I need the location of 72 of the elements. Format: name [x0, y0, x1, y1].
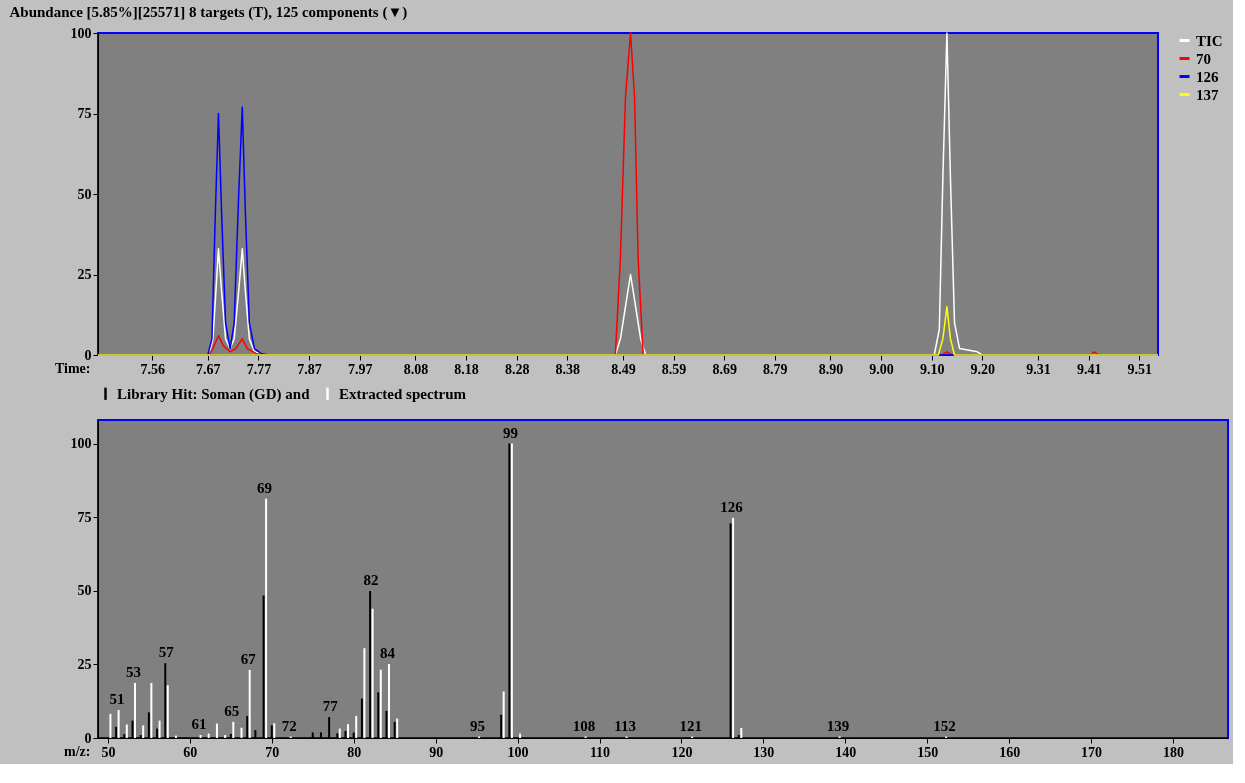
- x-tick-label: 8.38: [555, 361, 581, 377]
- annotation: 61: [191, 716, 207, 733]
- annotation: 57: [158, 644, 175, 661]
- x-tick-label: 9.20: [970, 361, 996, 377]
- x-tick-label: 7.77: [246, 361, 272, 377]
- annotation: 84: [379, 645, 396, 662]
- y-tick-label: 0: [84, 730, 92, 746]
- annotation: 51: [109, 691, 125, 708]
- x-tick-label: 8.08: [403, 361, 429, 377]
- x-tick-label: 140: [835, 744, 857, 760]
- x-tick-label: 120: [671, 744, 693, 760]
- annotation: 126: [720, 498, 744, 515]
- annotation: 72: [281, 717, 297, 734]
- x-tick-label: 9.10: [919, 361, 945, 377]
- x-tick-label: 170: [1081, 744, 1103, 760]
- y-tick-label: 75: [77, 509, 92, 525]
- x-tick-label: 8.28: [504, 361, 530, 377]
- annotation: 82: [363, 572, 379, 589]
- y-tick-label: 25: [77, 656, 92, 672]
- x-tick-label: 160: [999, 744, 1021, 760]
- x-tick-label: 9.31: [1026, 361, 1051, 377]
- y-tick-label: 50: [77, 583, 92, 599]
- x-tick-label: 9.00: [869, 361, 894, 377]
- x-tick-label: 100: [507, 744, 529, 760]
- legend-label: 126: [1196, 68, 1219, 85]
- annotation: 69: [257, 479, 273, 496]
- x-tick-label: 7.97: [347, 361, 373, 377]
- y-tick-label: 0: [84, 347, 92, 363]
- x-tick-label: 7.87: [297, 361, 322, 377]
- x-tick-label: 8.69: [712, 361, 737, 377]
- x-tick-label: 130: [753, 744, 775, 760]
- x-axis-title: Time:: [54, 360, 91, 376]
- annotation: 121: [679, 717, 702, 734]
- x-tick-label: 50: [101, 744, 116, 760]
- x-tick-label: 8.49: [611, 361, 636, 377]
- annotation: 95: [470, 717, 486, 734]
- x-tick-label: 110: [589, 744, 611, 760]
- x-tick-label: 80: [347, 744, 362, 760]
- annotation: 53: [126, 663, 141, 680]
- legend-label: 70: [1196, 50, 1211, 67]
- x-tick-label: 7.56: [140, 361, 165, 377]
- legend-label: Library Hit: Soman (GD) and: [117, 385, 311, 403]
- x-tick-label: 70: [265, 744, 280, 760]
- x-tick-label: 7.67: [196, 361, 221, 377]
- annotation: 108: [572, 717, 596, 734]
- legend-label: Extracted spectrum: [339, 385, 467, 402]
- x-tick-label: 90: [429, 744, 444, 760]
- y-tick-label: 50: [77, 186, 92, 202]
- annotation: 139: [826, 717, 850, 734]
- x-tick-label: 60: [183, 744, 198, 760]
- x-tick-label: 8.59: [661, 361, 687, 377]
- x-tick-label: 180: [1163, 744, 1185, 760]
- y-tick-label: 100: [70, 436, 92, 452]
- annotation: 77: [322, 698, 339, 715]
- annotation: 152: [933, 717, 956, 734]
- chart-title: Abundance [5.85%][25571] 8 targets (T), 125 components (▼): [9, 4, 408, 21]
- annotation: 67: [240, 650, 257, 667]
- annotation: 65: [224, 702, 240, 719]
- legend-label: 137: [1196, 86, 1219, 103]
- annotation: 99: [502, 424, 518, 441]
- y-tick-label: 100: [70, 25, 92, 41]
- x-tick-label: 8.18: [454, 361, 479, 377]
- x-tick-label: 9.51: [1127, 361, 1153, 377]
- y-tick-label: 75: [77, 106, 92, 121]
- annotation: 113: [614, 717, 636, 734]
- x-axis-title: m/z:: [64, 743, 91, 759]
- x-tick-label: 9.41: [1076, 361, 1102, 377]
- legend-label: TIC: [1196, 32, 1223, 49]
- x-tick-label: 8.79: [763, 361, 788, 377]
- y-tick-label: 25: [77, 267, 92, 282]
- x-tick-label: 150: [917, 744, 939, 760]
- x-tick-label: 8.90: [818, 361, 844, 377]
